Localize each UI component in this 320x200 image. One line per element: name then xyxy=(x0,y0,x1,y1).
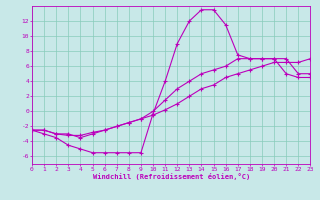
X-axis label: Windchill (Refroidissement éolien,°C): Windchill (Refroidissement éolien,°C) xyxy=(92,173,250,180)
